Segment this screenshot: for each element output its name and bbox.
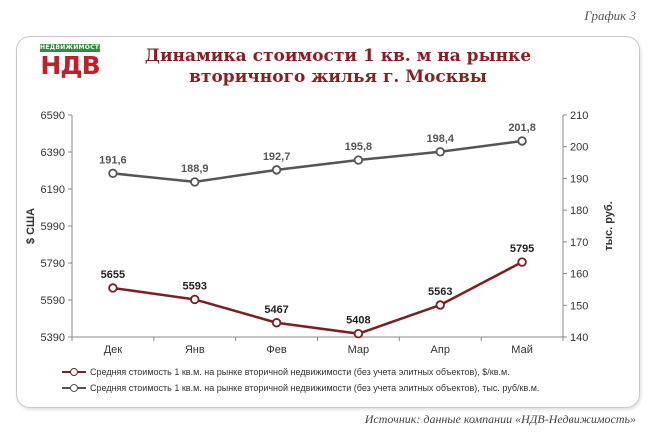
chart-panel <box>16 36 640 408</box>
series-line-rub <box>112 139 523 184</box>
data-label-usd: 5795 <box>510 243 534 255</box>
data-point-usd <box>271 318 282 328</box>
y-tick-label-left: 5990 <box>41 221 65 233</box>
data-label-rub: 191,6 <box>99 154 127 166</box>
data-label-usd: 5467 <box>264 304 288 316</box>
series-line-usd <box>112 260 523 335</box>
x-tick-label: Дек <box>104 344 123 356</box>
x-tick-label: Апр <box>431 344 450 356</box>
y-axis-title-left: $ США <box>25 208 37 244</box>
data-label-usd: 5593 <box>183 280 207 292</box>
data-label-rub: 188,9 <box>181 163 209 175</box>
x-tick-label: Мар <box>348 344 370 356</box>
y-tick-label-left: 6190 <box>41 184 65 196</box>
data-label-usd: 5655 <box>101 269 125 281</box>
y-tick-label-right: 140 <box>570 332 588 344</box>
y-axis-title-right: тыс. руб. <box>603 201 615 251</box>
y-tick-label-right: 200 <box>570 142 588 154</box>
y-tick-label-right: 160 <box>570 269 588 281</box>
data-point-usd <box>108 283 118 293</box>
logo-tagline: НЕДВИЖИМОСТЬ <box>40 44 105 52</box>
y-tick-label-right: 180 <box>570 205 588 217</box>
ndv-logo: НЕДВИЖИМОСТЬ НДВ <box>40 44 105 80</box>
data-label-rub: 198,4 <box>426 133 454 145</box>
data-point-rub <box>517 136 527 146</box>
y-tick-label-right: 210 <box>570 110 588 122</box>
legend-entry-usd: Средняя стоимость 1 кв.м. на рынке втори… <box>62 364 539 380</box>
x-tick-label: Янв <box>185 344 205 356</box>
x-tick-label: Фев <box>266 344 286 356</box>
data-label-rub: 201,8 <box>508 122 536 134</box>
chart-legend: Средняя стоимость 1 кв.м. на рынке втори… <box>62 364 539 396</box>
data-point-usd <box>435 300 445 310</box>
data-label-usd: 5563 <box>428 286 452 298</box>
y-tick-label-right: 190 <box>570 173 588 185</box>
y-tick-label-left: 6390 <box>41 147 65 159</box>
source-caption: Источник: данные компании «НДВ-Недвижимо… <box>364 412 636 426</box>
y-tick-label-right: 150 <box>570 300 588 312</box>
logo-mark: НДВ <box>40 51 100 80</box>
y-tick-label-right: 170 <box>570 237 588 249</box>
data-point-usd <box>353 328 364 339</box>
y-tick-label-left: 6590 <box>41 110 65 122</box>
data-point-rub <box>435 147 445 157</box>
data-point-usd <box>517 257 527 267</box>
legend-label-rub: Средняя стоимость 1 кв.м. на рынке втори… <box>90 383 540 393</box>
y-tick-label-left: 5790 <box>41 258 65 270</box>
legend-entry-rub: Средняя стоимость 1 кв.м. на рынке втори… <box>62 380 539 396</box>
data-label-usd: 5408 <box>346 315 370 327</box>
figure-caption: График 3 <box>584 8 636 23</box>
y-tick-label-left: 5590 <box>41 295 65 307</box>
legend-label-usd: Средняя стоимость 1 кв.м. на рынке втори… <box>90 367 510 377</box>
data-point-usd <box>190 294 200 305</box>
data-point-rub <box>190 177 200 187</box>
legend-marker-rub <box>62 383 86 393</box>
x-tick-label: Май <box>511 344 533 356</box>
data-label-rub: 192,7 <box>263 151 291 163</box>
data-label-rub: 195,8 <box>345 141 373 153</box>
chart-title: Динамика стоимости 1 кв. м на рынке втор… <box>144 46 532 87</box>
data-point-rub <box>271 165 282 175</box>
data-point-rub <box>108 168 118 179</box>
data-point-rub <box>353 155 364 165</box>
legend-marker-usd <box>62 367 86 377</box>
y-tick-label-left: 5390 <box>41 332 65 344</box>
